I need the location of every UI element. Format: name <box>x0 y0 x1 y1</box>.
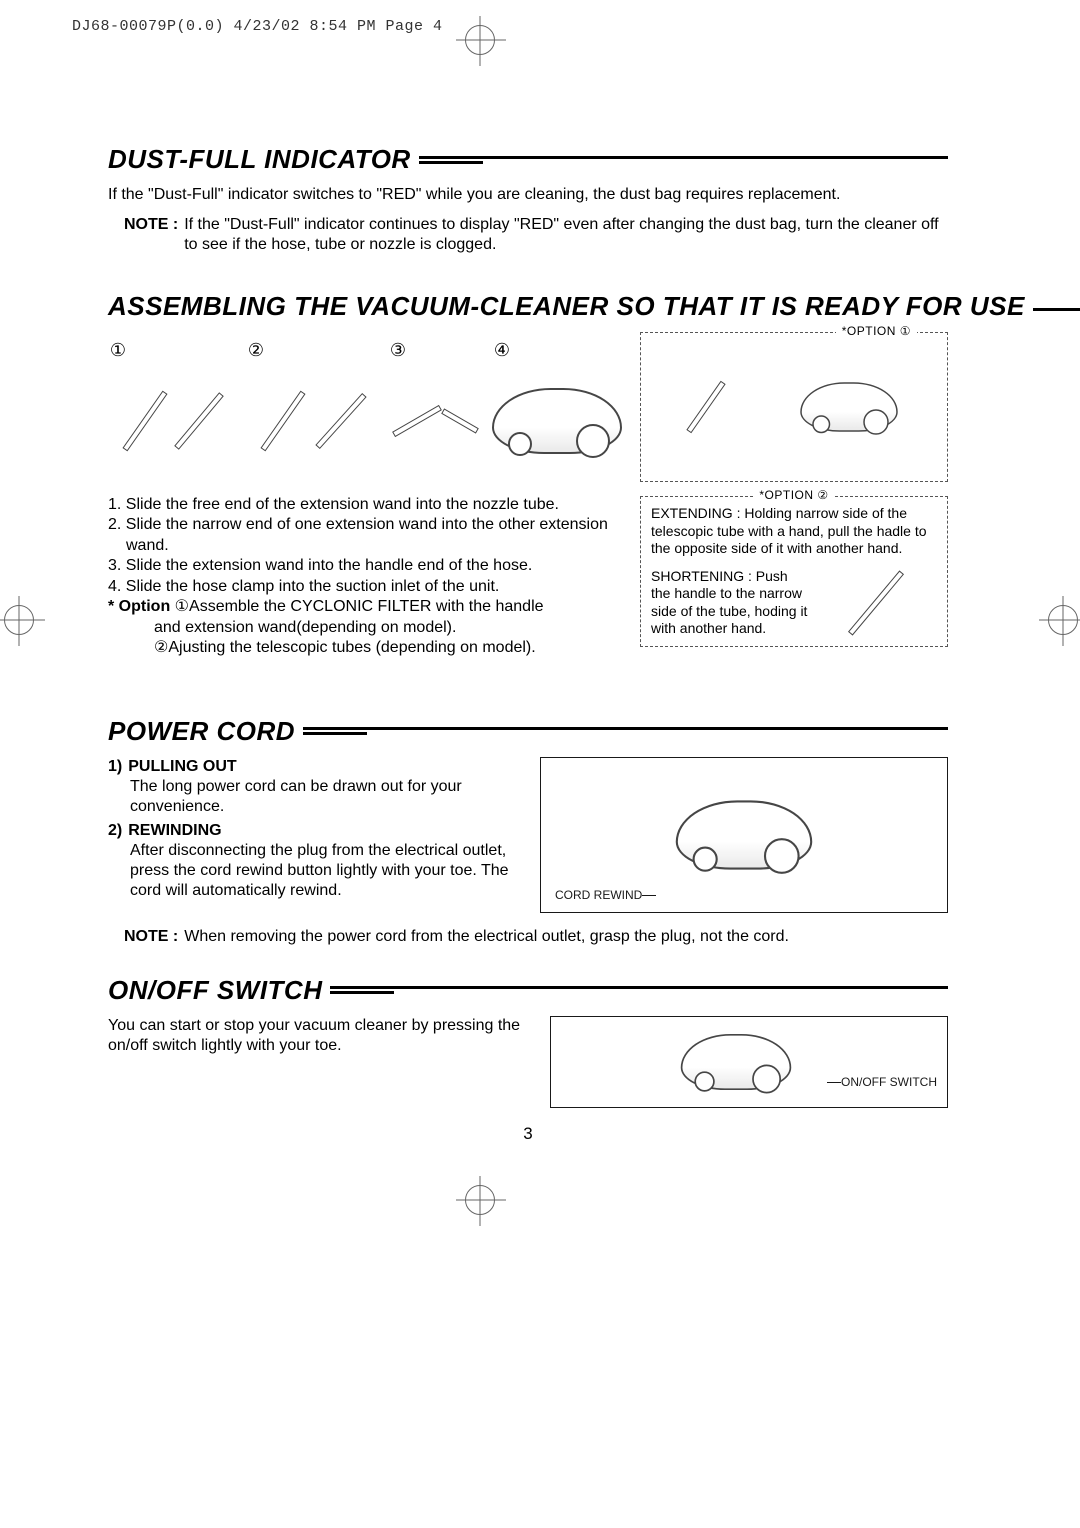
section-on-off: ON/OFF SWITCH You can start or stop your… <box>108 975 948 1108</box>
content-area: DUST-FULL INDICATOR If the "Dust-Full" i… <box>108 144 948 1144</box>
assembly-step: 4. Slide the hose clamp into the suction… <box>126 577 622 597</box>
option2-extending-text: EXTENDING : Holding narrow side of the t… <box>651 505 937 558</box>
option2-figure <box>814 568 937 638</box>
power-cord-text: 1) PULLING OUT The long power cord can b… <box>108 757 518 901</box>
pc-text-2: After disconnecting the plug from the el… <box>108 841 518 901</box>
pc-num-2: 2) <box>108 821 122 841</box>
pc-num-1: 1) <box>108 757 122 777</box>
option-line1b: and extension wand(depending on model). <box>108 618 622 638</box>
assembly-step: 1. Slide the free end of the extension w… <box>126 495 622 515</box>
registration-mark-left <box>4 605 34 635</box>
fig-number-4: ④ <box>492 340 512 361</box>
title-rule-icon <box>419 156 948 164</box>
title-rule-icon <box>330 986 948 994</box>
section-power-cord: POWER CORD 1) PULLING OUT The long power… <box>108 716 948 947</box>
dust-full-body: If the "Dust-Full" indicator switches to… <box>108 185 948 205</box>
note-label: NOTE : <box>124 215 178 235</box>
fig-number-3: ③ <box>388 340 408 361</box>
power-cord-figure: CORD REWIND <box>540 757 948 913</box>
option-label: * Option <box>108 598 170 615</box>
title-text: ON/OFF SWITCH <box>108 975 322 1006</box>
cord-rewind-label: CORD REWIND <box>555 888 642 902</box>
section-title-power-cord: POWER CORD <box>108 716 948 747</box>
registration-mark-top <box>465 25 495 55</box>
assembly-figure-2 <box>246 363 378 479</box>
on-off-text: You can start or stop your vacuum cleane… <box>108 1016 528 1057</box>
page-number: 3 <box>108 1124 948 1144</box>
section-title-on-off: ON/OFF SWITCH <box>108 975 948 1006</box>
option-line2: ②Ajusting the telescopic tubes (dependin… <box>108 638 622 658</box>
note-label: NOTE : <box>124 927 178 947</box>
assembly-step: 3. Slide the extension wand into the han… <box>126 556 622 576</box>
assembly-steps: 1. Slide the free end of the extension w… <box>108 495 622 618</box>
option2-legend: *OPTION ② <box>753 488 834 503</box>
assembly-step: 2. Slide the narrow end of one extension… <box>126 515 622 556</box>
option2-box: *OPTION ② EXTENDING : Holding narrow sid… <box>640 496 948 647</box>
power-cord-note: NOTE : When removing the power cord from… <box>108 927 948 947</box>
registration-mark-right <box>1048 605 1078 635</box>
pc-head-1: PULLING OUT <box>128 757 236 777</box>
assembly-option-line: * Option ①Assemble the CYCLONIC FILTER w… <box>126 597 622 617</box>
print-header: DJ68-00079P(0.0) 4/23/02 8:54 PM Page 4 <box>72 18 443 35</box>
on-off-figure: ON/OFF SWITCH <box>550 1016 948 1108</box>
assembly-right-column: *OPTION ① *OPTION ② EXTENDING : Holding … <box>640 332 948 647</box>
pc-head-2: REWINDING <box>128 821 221 841</box>
note-text: If the "Dust-Full" indicator continues t… <box>184 215 948 255</box>
option1-box: *OPTION ① <box>640 332 948 482</box>
on-off-switch-label: ON/OFF SWITCH <box>841 1075 937 1089</box>
assembly-figure-1 <box>108 363 236 479</box>
assembly-figure-3 <box>388 363 482 479</box>
title-text: DUST-FULL INDICATOR <box>108 144 411 175</box>
section-title-dust-full: DUST-FULL INDICATOR <box>108 144 948 175</box>
fig-number-2: ② <box>246 340 266 361</box>
assembly-left-column: ① ② ③ <box>108 332 622 658</box>
dust-full-note: NOTE : If the "Dust-Full" indicator cont… <box>108 215 948 255</box>
section-assembling: ASSEMBLING THE VACUUM-CLEANER SO THAT IT… <box>108 291 948 658</box>
title-text: POWER CORD <box>108 716 295 747</box>
title-text: ASSEMBLING THE VACUUM-CLEANER SO THAT IT… <box>108 291 1025 322</box>
note-text: When removing the power cord from the el… <box>184 927 789 947</box>
fig-number-1: ① <box>108 340 128 361</box>
option-line1: ①Assemble the CYCLONIC FILTER with the h… <box>175 598 544 615</box>
section-title-assembling: ASSEMBLING THE VACUUM-CLEANER SO THAT IT… <box>108 291 948 322</box>
option1-legend: *OPTION ① <box>836 324 917 339</box>
registration-mark-bottom <box>465 1185 495 1215</box>
option2-shortening-text: SHORTENING : Push the handle to the narr… <box>651 568 808 638</box>
assembly-figures: ① ② ③ <box>108 340 622 479</box>
assembly-figure-4 <box>492 363 622 479</box>
manual-page: DJ68-00079P(0.0) 4/23/02 8:54 PM Page 4 … <box>0 0 1080 1528</box>
title-rule-icon <box>303 727 948 735</box>
pc-text-1: The long power cord can be drawn out for… <box>108 777 518 817</box>
